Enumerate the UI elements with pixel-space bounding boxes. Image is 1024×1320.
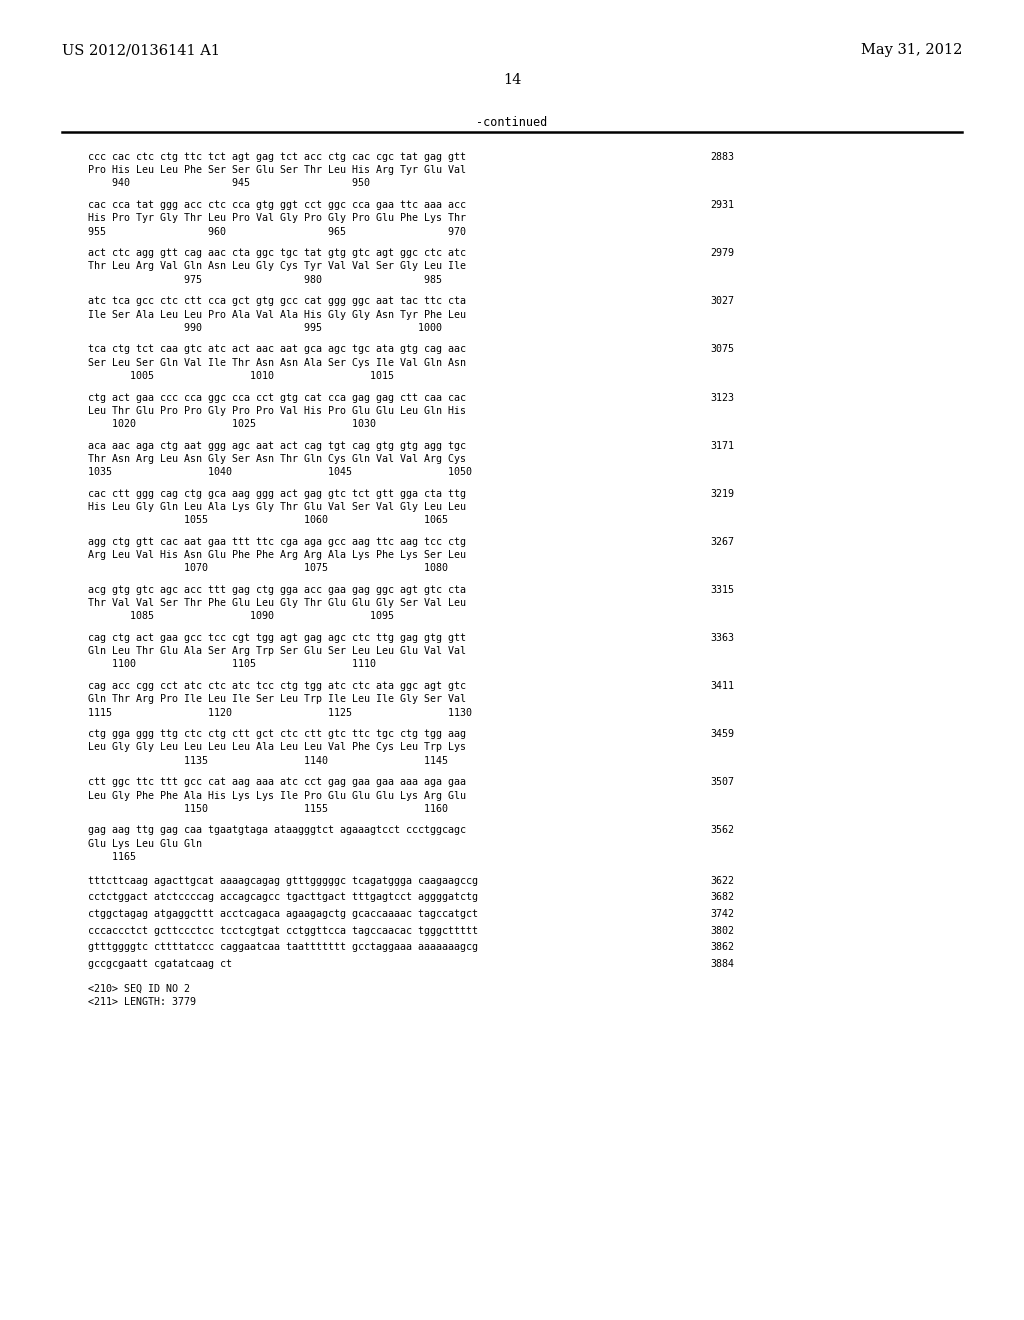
Text: Thr Leu Arg Val Gln Asn Leu Gly Cys Tyr Val Val Ser Gly Leu Ile: Thr Leu Arg Val Gln Asn Leu Gly Cys Tyr … <box>88 261 466 272</box>
Text: US 2012/0136141 A1: US 2012/0136141 A1 <box>62 44 220 57</box>
Text: 1150                1155                1160: 1150 1155 1160 <box>88 804 449 813</box>
Text: atc tca gcc ctc ctt cca gct gtg gcc cat ggg ggc aat tac ttc cta: atc tca gcc ctc ctt cca gct gtg gcc cat … <box>88 296 466 306</box>
Text: Leu Thr Glu Pro Pro Gly Pro Pro Val His Pro Glu Glu Leu Gln His: Leu Thr Glu Pro Pro Gly Pro Pro Val His … <box>88 405 466 416</box>
Text: ctggctagag atgaggcttt acctcagaca agaagagctg gcaccaaaac tagccatgct: ctggctagag atgaggcttt acctcagaca agaagag… <box>88 909 478 919</box>
Text: 3123: 3123 <box>710 392 734 403</box>
Text: Ser Leu Ser Gln Val Ile Thr Asn Asn Ala Ser Cys Ile Val Gln Asn: Ser Leu Ser Gln Val Ile Thr Asn Asn Ala … <box>88 358 466 367</box>
Text: 3884: 3884 <box>710 960 734 969</box>
Text: 955                 960                 965                 970: 955 960 965 970 <box>88 227 466 236</box>
Text: 1115                1120                1125                1130: 1115 1120 1125 1130 <box>88 708 472 718</box>
Text: 1055                1060                1065: 1055 1060 1065 <box>88 515 449 525</box>
Text: agg ctg gtt cac aat gaa ttt ttc cga aga gcc aag ttc aag tcc ctg: agg ctg gtt cac aat gaa ttt ttc cga aga … <box>88 537 466 546</box>
Text: ccc cac ctc ctg ttc tct agt gag tct acc ctg cac cgc tat gag gtt: ccc cac ctc ctg ttc tct agt gag tct acc … <box>88 152 466 162</box>
Text: cccaccctct gcttccctcc tcctcgtgat cctggttcca tagccaacac tgggcttttt: cccaccctct gcttccctcc tcctcgtgat cctggtt… <box>88 925 478 936</box>
Text: -continued: -continued <box>476 116 548 128</box>
Text: 3682: 3682 <box>710 892 734 902</box>
Text: Pro His Leu Leu Phe Ser Ser Glu Ser Thr Leu His Arg Tyr Glu Val: Pro His Leu Leu Phe Ser Ser Glu Ser Thr … <box>88 165 466 176</box>
Text: Gln Leu Thr Glu Ala Ser Arg Trp Ser Glu Ser Leu Leu Glu Val Val: Gln Leu Thr Glu Ala Ser Arg Trp Ser Glu … <box>88 647 466 656</box>
Text: 3411: 3411 <box>710 681 734 692</box>
Text: act ctc agg gtt cag aac cta ggc tgc tat gtg gtc agt ggc ctc atc: act ctc agg gtt cag aac cta ggc tgc tat … <box>88 248 466 259</box>
Text: Leu Gly Gly Leu Leu Leu Leu Ala Leu Leu Val Phe Cys Leu Trp Lys: Leu Gly Gly Leu Leu Leu Leu Ala Leu Leu … <box>88 742 466 752</box>
Text: tttcttcaag agacttgcat aaaagcagag gtttgggggc tcagatggga caagaagccg: tttcttcaag agacttgcat aaaagcagag gtttggg… <box>88 875 478 886</box>
Text: 1070                1075                1080: 1070 1075 1080 <box>88 564 449 573</box>
Text: 1165: 1165 <box>88 851 136 862</box>
Text: His Pro Tyr Gly Thr Leu Pro Val Gly Pro Gly Pro Glu Phe Lys Thr: His Pro Tyr Gly Thr Leu Pro Val Gly Pro … <box>88 214 466 223</box>
Text: 2979: 2979 <box>710 248 734 259</box>
Text: 3315: 3315 <box>710 585 734 595</box>
Text: 3075: 3075 <box>710 345 734 354</box>
Text: acg gtg gtc agc acc ttt gag ctg gga acc gaa gag ggc agt gtc cta: acg gtg gtc agc acc ttt gag ctg gga acc … <box>88 585 466 595</box>
Text: 1005                1010                1015: 1005 1010 1015 <box>88 371 394 380</box>
Text: cag ctg act gaa gcc tcc cgt tgg agt gag agc ctc ttg gag gtg gtt: cag ctg act gaa gcc tcc cgt tgg agt gag … <box>88 634 466 643</box>
Text: <210> SEQ ID NO 2: <210> SEQ ID NO 2 <box>88 983 190 994</box>
Text: 1135                1140                1145: 1135 1140 1145 <box>88 755 449 766</box>
Text: 1085                1090                1095: 1085 1090 1095 <box>88 611 394 622</box>
Text: 1100                1105                1110: 1100 1105 1110 <box>88 660 376 669</box>
Text: 2931: 2931 <box>710 201 734 210</box>
Text: Leu Gly Phe Phe Ala His Lys Lys Ile Pro Glu Glu Glu Lys Arg Glu: Leu Gly Phe Phe Ala His Lys Lys Ile Pro … <box>88 791 466 800</box>
Text: May 31, 2012: May 31, 2012 <box>860 44 962 57</box>
Text: cac ctt ggg cag ctg gca aag ggg act gag gtc tct gtt gga cta ttg: cac ctt ggg cag ctg gca aag ggg act gag … <box>88 488 466 499</box>
Text: Thr Asn Arg Leu Asn Gly Ser Asn Thr Gln Cys Gln Val Val Arg Cys: Thr Asn Arg Leu Asn Gly Ser Asn Thr Gln … <box>88 454 466 463</box>
Text: 3862: 3862 <box>710 942 734 952</box>
Text: 3507: 3507 <box>710 777 734 787</box>
Text: 3219: 3219 <box>710 488 734 499</box>
Text: Glu Lys Leu Glu Gln: Glu Lys Leu Glu Gln <box>88 838 202 849</box>
Text: 3459: 3459 <box>710 729 734 739</box>
Text: His Leu Gly Gln Leu Ala Lys Gly Thr Glu Val Ser Val Gly Leu Leu: His Leu Gly Gln Leu Ala Lys Gly Thr Glu … <box>88 502 466 512</box>
Text: 3027: 3027 <box>710 296 734 306</box>
Text: Arg Leu Val His Asn Glu Phe Phe Arg Arg Ala Lys Phe Lys Ser Leu: Arg Leu Val His Asn Glu Phe Phe Arg Arg … <box>88 550 466 560</box>
Text: 3562: 3562 <box>710 825 734 836</box>
Text: gccgcgaatt cgatatcaag ct: gccgcgaatt cgatatcaag ct <box>88 960 232 969</box>
Text: Thr Val Val Ser Thr Phe Glu Leu Gly Thr Glu Glu Gly Ser Val Leu: Thr Val Val Ser Thr Phe Glu Leu Gly Thr … <box>88 598 466 609</box>
Text: 3267: 3267 <box>710 537 734 546</box>
Text: ctg gga ggg ttg ctc ctg ctt gct ctc ctt gtc ttc tgc ctg tgg aag: ctg gga ggg ttg ctc ctg ctt gct ctc ctt … <box>88 729 466 739</box>
Text: 3802: 3802 <box>710 925 734 936</box>
Text: 2883: 2883 <box>710 152 734 162</box>
Text: tca ctg tct caa gtc atc act aac aat gca agc tgc ata gtg cag aac: tca ctg tct caa gtc atc act aac aat gca … <box>88 345 466 354</box>
Text: 975                 980                 985: 975 980 985 <box>88 275 442 285</box>
Text: 990                 995                1000: 990 995 1000 <box>88 322 442 333</box>
Text: 1020                1025                1030: 1020 1025 1030 <box>88 418 376 429</box>
Text: 14: 14 <box>503 73 521 87</box>
Text: cac cca tat ggg acc ctc cca gtg ggt cct ggc cca gaa ttc aaa acc: cac cca tat ggg acc ctc cca gtg ggt cct … <box>88 201 466 210</box>
Text: 3742: 3742 <box>710 909 734 919</box>
Text: cag acc cgg cct atc ctc atc tcc ctg tgg atc ctc ata ggc agt gtc: cag acc cgg cct atc ctc atc tcc ctg tgg … <box>88 681 466 692</box>
Text: 1035                1040                1045                1050: 1035 1040 1045 1050 <box>88 467 472 477</box>
Text: ctt ggc ttc ttt gcc cat aag aaa atc cct gag gaa gaa aaa aga gaa: ctt ggc ttc ttt gcc cat aag aaa atc cct … <box>88 777 466 787</box>
Text: gag aag ttg gag caa tgaatgtaga ataagggtct agaaagtcct ccctggcagc: gag aag ttg gag caa tgaatgtaga ataagggtc… <box>88 825 466 836</box>
Text: <211> LENGTH: 3779: <211> LENGTH: 3779 <box>88 997 196 1007</box>
Text: aca aac aga ctg aat ggg agc aat act cag tgt cag gtg gtg agg tgc: aca aac aga ctg aat ggg agc aat act cag … <box>88 441 466 450</box>
Text: Gln Thr Arg Pro Ile Leu Ile Ser Leu Trp Ile Leu Ile Gly Ser Val: Gln Thr Arg Pro Ile Leu Ile Ser Leu Trp … <box>88 694 466 705</box>
Text: Ile Ser Ala Leu Leu Pro Ala Val Ala His Gly Gly Asn Tyr Phe Leu: Ile Ser Ala Leu Leu Pro Ala Val Ala His … <box>88 309 466 319</box>
Text: cctctggact atctccccag accagcagcc tgacttgact tttgagtcct aggggatctg: cctctggact atctccccag accagcagcc tgacttg… <box>88 892 478 902</box>
Text: 3363: 3363 <box>710 634 734 643</box>
Text: gtttggggtc cttttatccc caggaatcaa taattttttt gcctaggaaa aaaaaaagcg: gtttggggtc cttttatccc caggaatcaa taatttt… <box>88 942 478 952</box>
Text: ctg act gaa ccc cca ggc cca cct gtg cat cca gag gag ctt caa cac: ctg act gaa ccc cca ggc cca cct gtg cat … <box>88 392 466 403</box>
Text: 3622: 3622 <box>710 875 734 886</box>
Text: 940                 945                 950: 940 945 950 <box>88 178 370 189</box>
Text: 3171: 3171 <box>710 441 734 450</box>
